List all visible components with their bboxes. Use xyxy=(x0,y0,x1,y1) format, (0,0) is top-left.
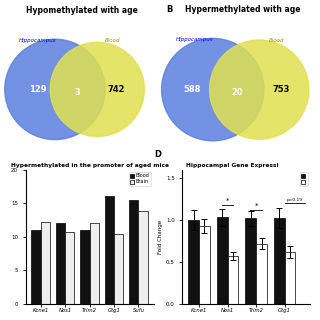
Circle shape xyxy=(5,39,105,140)
Bar xyxy=(105,196,114,304)
Bar xyxy=(274,218,284,304)
Title: Hypermethylated in the promoter of aged mice: Hypermethylated in the promoter of aged … xyxy=(11,163,169,168)
Bar xyxy=(199,226,210,304)
Bar xyxy=(256,244,267,304)
Text: Blood: Blood xyxy=(269,37,284,43)
Text: Hypomethylated with age: Hypomethylated with age xyxy=(26,6,138,15)
Circle shape xyxy=(50,42,144,136)
Text: Hippocampal Gene Expressi: Hippocampal Gene Expressi xyxy=(182,163,279,168)
Bar xyxy=(90,223,99,304)
Text: Hippocampus: Hippocampus xyxy=(19,38,57,43)
Text: Hypermethylated with age: Hypermethylated with age xyxy=(186,5,301,14)
Text: Hippocampus: Hippocampus xyxy=(176,37,214,43)
Text: 3: 3 xyxy=(74,88,80,97)
Legend: Blood, Brain: Blood, Brain xyxy=(129,172,151,186)
Y-axis label: Fold Change: Fold Change xyxy=(158,220,163,254)
Circle shape xyxy=(210,40,309,139)
Text: *: * xyxy=(254,203,258,209)
Text: 20: 20 xyxy=(231,88,243,97)
Bar xyxy=(228,256,238,304)
Bar xyxy=(245,218,256,304)
Text: D: D xyxy=(154,150,161,159)
Circle shape xyxy=(162,38,264,141)
Text: 753: 753 xyxy=(273,85,290,94)
Bar xyxy=(65,232,75,304)
Legend: , : , xyxy=(300,172,308,186)
Bar xyxy=(217,218,228,304)
Text: 129: 129 xyxy=(29,85,46,94)
Bar xyxy=(31,230,41,304)
Bar xyxy=(188,220,199,304)
Bar xyxy=(56,223,65,304)
Bar xyxy=(139,211,148,304)
Text: 588: 588 xyxy=(183,85,201,94)
Text: p=0.19: p=0.19 xyxy=(287,197,303,202)
Bar xyxy=(284,252,295,304)
Text: 742: 742 xyxy=(107,85,125,94)
Bar xyxy=(129,200,139,304)
Text: *: * xyxy=(226,198,229,204)
Text: Blood: Blood xyxy=(105,38,121,43)
Text: B: B xyxy=(166,5,173,14)
Bar xyxy=(41,222,50,304)
Bar xyxy=(114,234,123,304)
Bar xyxy=(80,230,90,304)
